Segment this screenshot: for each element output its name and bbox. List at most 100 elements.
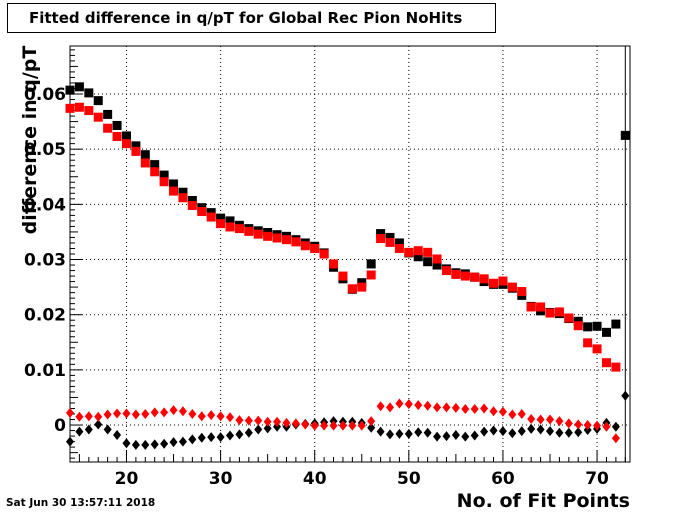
data-point-diamond-2: [94, 419, 103, 430]
data-point-diamond-3: [498, 406, 507, 417]
data-point-square-1: [423, 247, 433, 257]
data-point-square-1: [526, 302, 536, 312]
y-tick-label: 0.04: [24, 195, 66, 215]
data-point-square-1: [479, 274, 489, 284]
data-point-square-0: [225, 216, 235, 226]
data-point-diamond-3: [197, 411, 206, 422]
data-point-diamond-3: [376, 401, 385, 412]
data-point-diamond-3: [160, 407, 169, 418]
y-axis-title: difference in q/pT: [19, 45, 41, 235]
data-point-square-1: [84, 106, 94, 116]
data-point-square-1: [234, 224, 244, 234]
y-tick-label: 0: [54, 416, 66, 436]
data-point-square-1: [93, 112, 103, 122]
data-point-diamond-2: [254, 424, 263, 435]
y-tick-label: 0.03: [24, 251, 66, 271]
data-point-diamond-3: [461, 404, 470, 415]
data-point-diamond-3: [527, 413, 536, 424]
data-point-diamond-3: [141, 409, 150, 419]
data-point-square-1: [366, 270, 376, 280]
data-point-square-1: [451, 269, 461, 279]
x-tick-label: 70: [585, 469, 609, 489]
data-point-diamond-3: [254, 415, 263, 426]
data-point-diamond-2: [433, 431, 442, 442]
data-point-square-1: [592, 344, 602, 354]
data-point-square-0: [65, 85, 75, 95]
data-point-diamond-3: [244, 415, 253, 426]
data-point-diamond-2: [451, 429, 460, 440]
data-point-diamond-3: [282, 417, 291, 428]
data-point-square-1: [611, 362, 621, 372]
data-point-diamond-2: [150, 439, 159, 450]
data-point-diamond-3: [103, 409, 112, 420]
data-point-diamond-3: [442, 402, 451, 413]
data-point-square-0: [366, 259, 376, 269]
data-point-square-1: [121, 139, 131, 149]
y-tick-label: 0.05: [24, 140, 66, 160]
data-point-square-1: [460, 271, 470, 281]
data-point-diamond-2: [611, 421, 620, 432]
data-point-diamond-3: [348, 420, 357, 431]
data-point-diamond-2: [517, 426, 526, 437]
data-point-square-0: [611, 319, 621, 329]
data-point-diamond-2: [461, 431, 470, 442]
data-point-diamond-3: [273, 416, 282, 427]
data-point-square-1: [583, 338, 593, 348]
data-point-diamond-3: [320, 420, 329, 431]
data-point-square-1: [159, 177, 169, 187]
data-point-square-1: [216, 219, 226, 229]
data-point-square-0: [159, 170, 169, 180]
data-point-square-0: [216, 213, 226, 223]
data-point-diamond-2: [574, 427, 583, 438]
data-point-square-0: [394, 238, 404, 248]
data-point-diamond-3: [235, 415, 244, 426]
data-point-square-1: [178, 193, 188, 203]
data-point-square-0: [592, 321, 602, 331]
data-point-square-0: [140, 150, 150, 160]
y-tick-label: 0.06: [24, 85, 66, 105]
data-point-diamond-3: [122, 408, 131, 419]
data-point-square-1: [507, 282, 517, 292]
data-point-square-0: [103, 109, 113, 119]
data-point-square-1: [253, 229, 263, 239]
data-point-diamond-3: [395, 398, 404, 409]
x-tick-label: 20: [115, 469, 139, 489]
data-point-diamond-3: [357, 420, 366, 431]
data-point-diamond-3: [470, 404, 479, 415]
data-point-diamond-2: [169, 437, 178, 448]
data-point-diamond-3: [66, 407, 74, 418]
data-point-diamond-2: [84, 424, 93, 435]
data-point-diamond-3: [489, 406, 498, 417]
data-point-diamond-2: [564, 427, 573, 438]
data-point-diamond-3: [480, 403, 489, 414]
data-point-square-0: [187, 195, 197, 205]
data-point-diamond-3: [178, 406, 187, 417]
data-point-square-1: [281, 235, 291, 245]
data-point-diamond-3: [404, 399, 413, 410]
data-point-diamond-2: [404, 428, 413, 439]
data-point-diamond-2: [498, 426, 507, 437]
data-point-square-1: [319, 249, 329, 259]
data-point-square-0: [385, 232, 395, 242]
data-point-diamond-3: [226, 412, 234, 423]
data-point-square-0: [413, 252, 423, 262]
data-point-diamond-3: [188, 409, 197, 419]
data-point-diamond-2: [263, 423, 272, 434]
data-point-square-1: [385, 237, 395, 247]
data-point-square-0: [150, 160, 160, 170]
data-point-diamond-2: [178, 436, 187, 447]
data-point-diamond-3: [611, 433, 620, 444]
data-point-diamond-3: [602, 421, 611, 432]
data-point-diamond-2: [546, 426, 554, 437]
data-point-diamond-3: [546, 414, 554, 425]
data-point-diamond-3: [367, 416, 376, 427]
data-point-diamond-3: [207, 410, 216, 421]
data-point-square-0: [93, 96, 103, 106]
data-point-square-0: [423, 257, 433, 267]
data-point-square-1: [310, 243, 320, 253]
data-point-diamond-2: [527, 423, 536, 434]
data-point-square-0: [376, 229, 386, 239]
data-point-square-1: [432, 254, 442, 264]
data-point-diamond-2: [536, 424, 545, 435]
data-point-square-1: [376, 234, 386, 244]
